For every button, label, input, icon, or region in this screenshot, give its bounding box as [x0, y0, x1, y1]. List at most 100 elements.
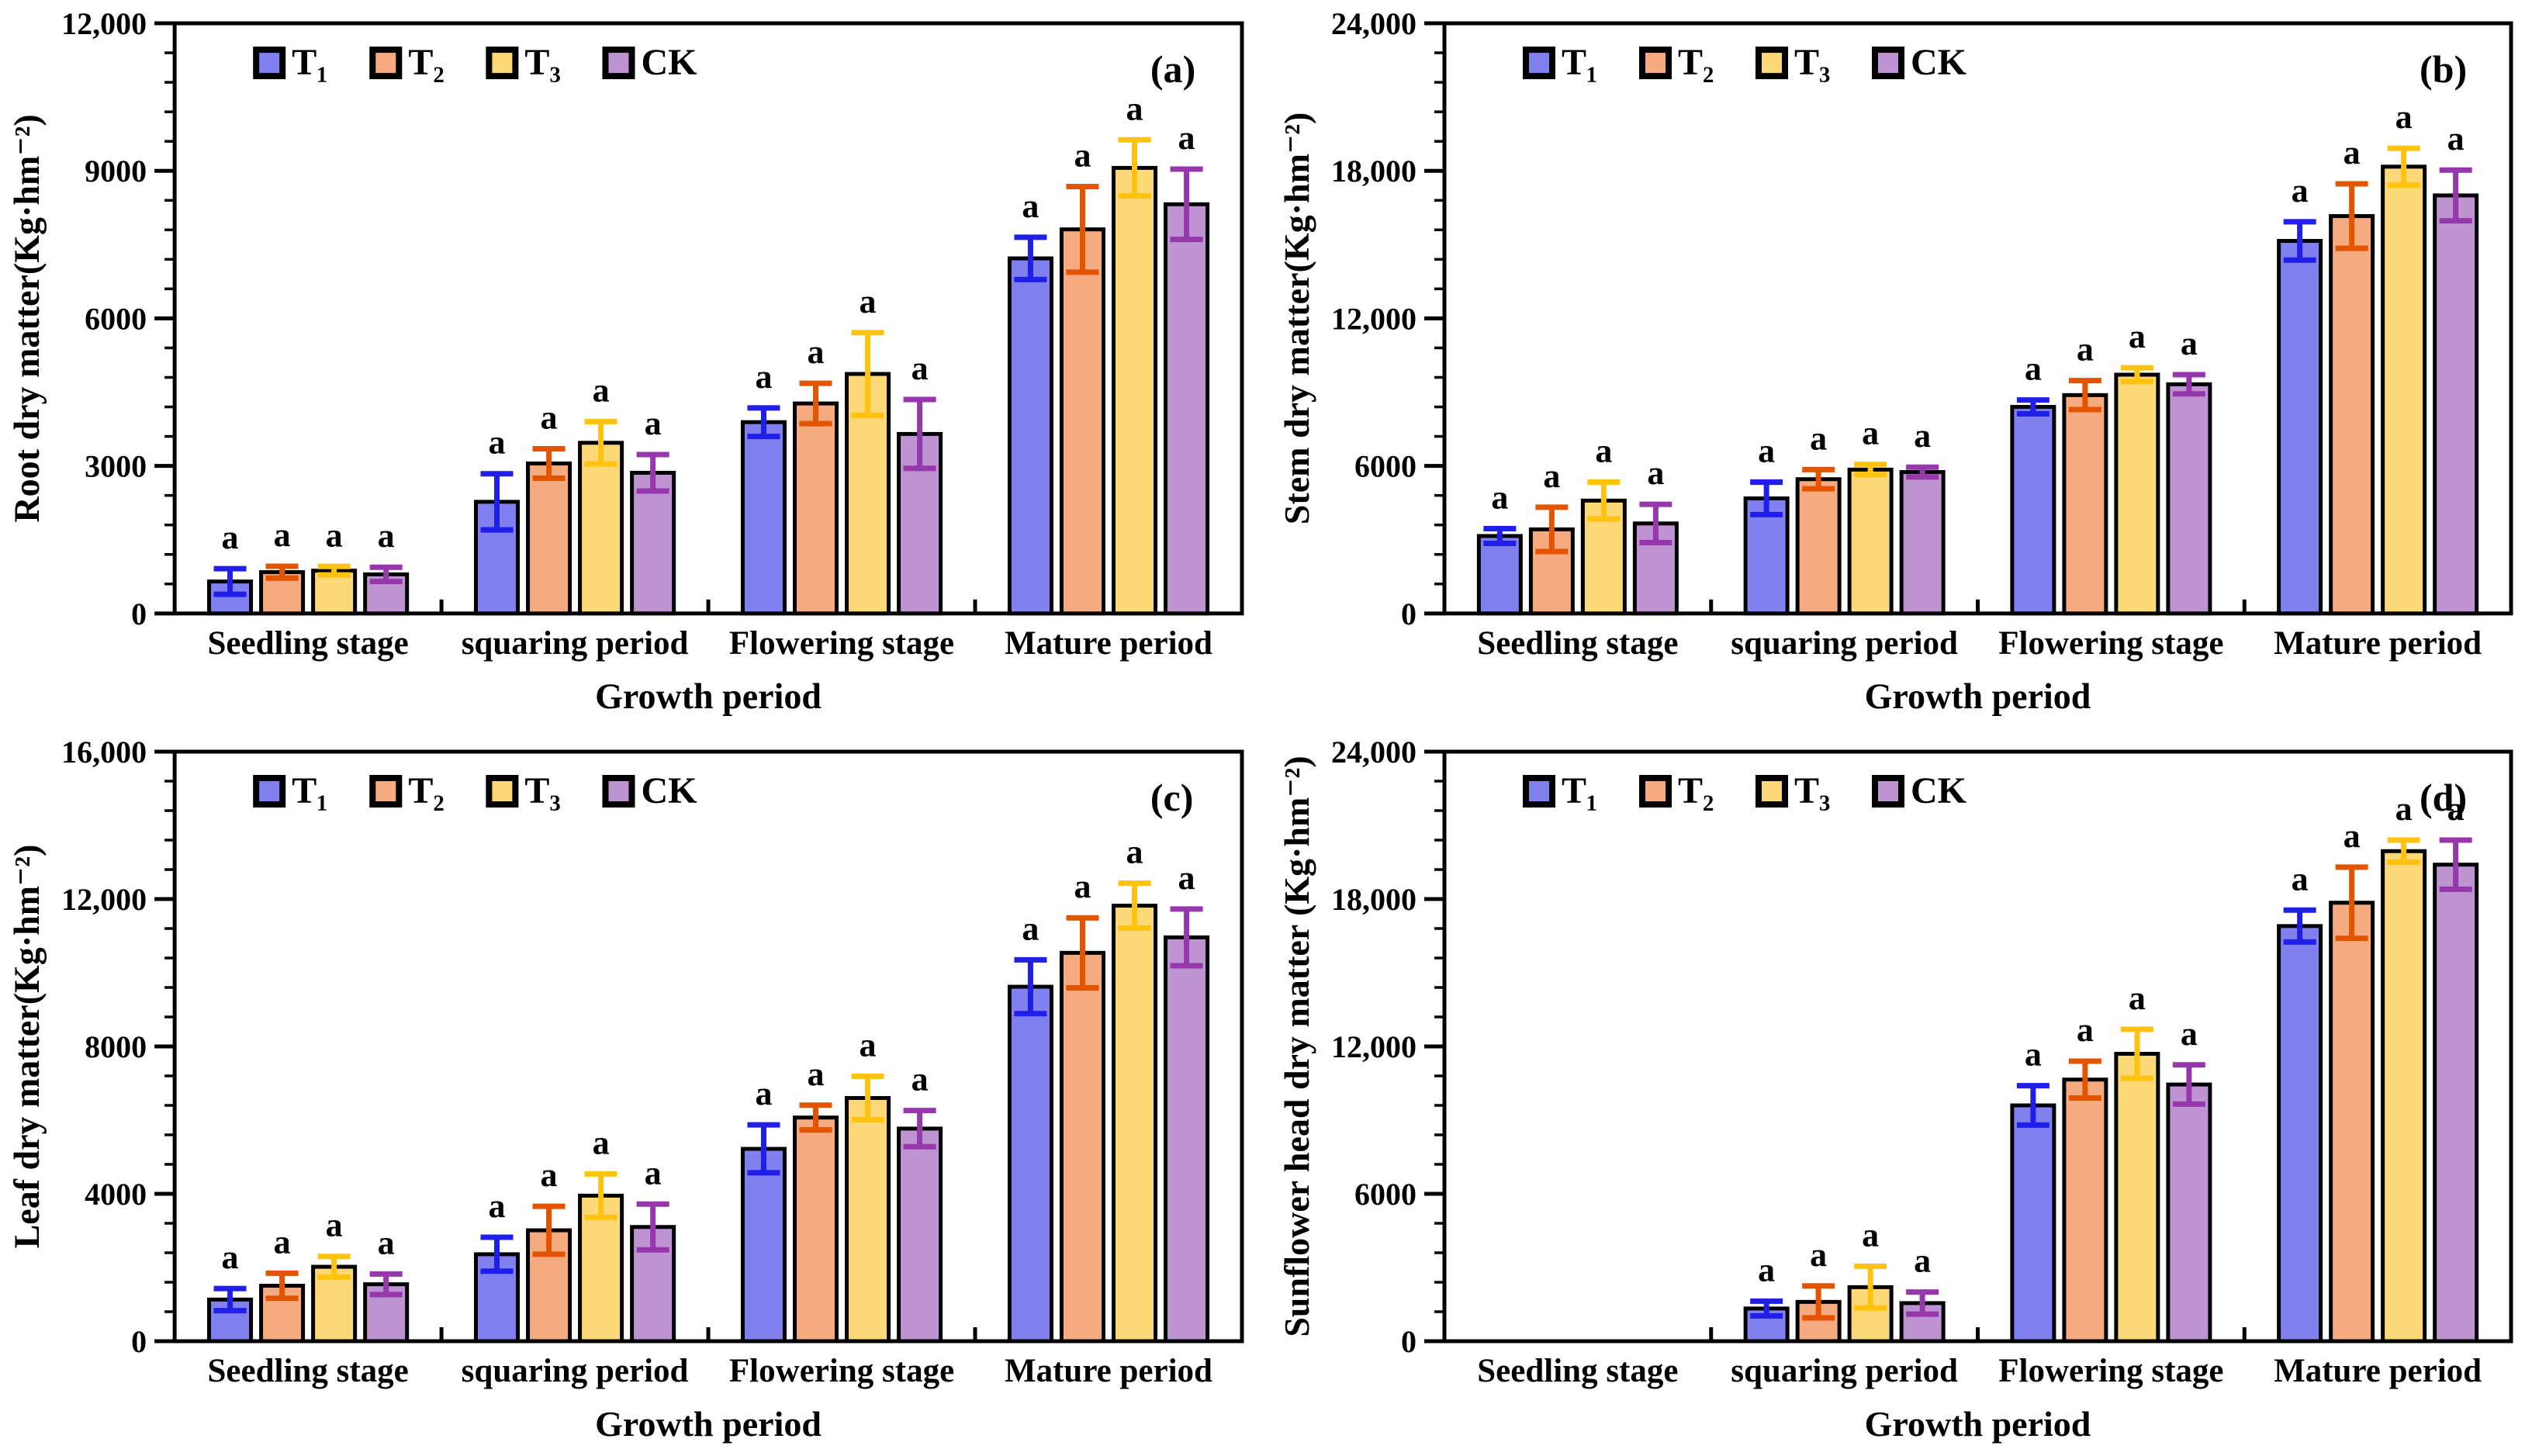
bar-CK-squaring period: [630, 471, 676, 616]
y-tick-label: 0: [131, 1324, 147, 1359]
x-category-label: Seedling stage: [207, 625, 408, 662]
legend-swatch-T₁: [253, 47, 286, 80]
significance-letter: a: [645, 1153, 662, 1191]
legend-label-T₁: T₁: [1562, 770, 1597, 811]
legend-swatch-T₃: [486, 47, 519, 80]
significance-letter: a: [1758, 1250, 1775, 1288]
x-axis-title: Growth period: [1865, 1404, 2091, 1444]
panel-letter: (c): [1150, 776, 1194, 819]
significance-letter: a: [755, 358, 772, 396]
x-category-label: Mature period: [1005, 625, 1212, 662]
bar-T₁-Flowering stage: [740, 420, 787, 616]
bar-T₃-Flowering stage: [2114, 1052, 2160, 1344]
significance-letter: a: [1595, 432, 1612, 470]
x-axis-title: Growth period: [595, 1404, 822, 1444]
bar-T₃-squaring period: [1847, 467, 1894, 616]
significance-letter: a: [2344, 817, 2361, 855]
y-tick-label: 18,000: [1331, 882, 1417, 917]
significance-letter: a: [274, 1223, 291, 1261]
legend-swatch-T₂: [369, 47, 403, 80]
bar-CK-Flowering stage: [2166, 1082, 2212, 1344]
significance-letter: a: [1914, 417, 1931, 455]
legend-swatch-T₂: [369, 775, 403, 808]
y-axis-title: Root dry matter(Kg·hm⁻²): [7, 114, 47, 522]
significance-letter: a: [1758, 432, 1775, 470]
legend-label-T₃: T₃: [1794, 42, 1830, 83]
significance-letter: a: [1543, 457, 1560, 495]
bar-T₂-squaring period: [1795, 477, 1842, 616]
x-category-label: squaring period: [1731, 625, 1958, 662]
y-tick-label: 3000: [85, 449, 147, 484]
bar-CK-Flowering stage: [897, 1126, 943, 1344]
bar-T₁-squaring period: [1743, 496, 1790, 616]
significance-letter: a: [2025, 1036, 2042, 1074]
legend-swatch-T₁: [1523, 47, 1555, 80]
significance-letter: a: [2077, 1011, 2094, 1049]
legend-swatch-T₁: [253, 775, 286, 808]
legend-label-CK: CK: [642, 42, 697, 83]
legend-label-T₃: T₃: [524, 770, 560, 811]
significance-letter: a: [2395, 790, 2413, 828]
y-tick-label: 12,000: [1331, 1029, 1417, 1064]
panel-a: 0 3000 6000 9000 12,000 a a a a a a a a a a a a a a a a T₁ T₂ T…: [0, 0, 1270, 728]
bar-T₂-squaring period: [526, 461, 572, 616]
bar-T₃-Flowering stage: [845, 1096, 891, 1344]
bar-T₃-Mature period: [2381, 164, 2427, 616]
bar-CK-Mature period: [1164, 202, 1210, 616]
legend-label-T₁: T₁: [1562, 42, 1597, 83]
legend-swatch-CK: [602, 775, 635, 808]
significance-letter: a: [2129, 979, 2146, 1017]
y-tick-label: 12,000: [61, 882, 147, 917]
y-tick-label: 6000: [85, 301, 147, 336]
bar-T₂-Mature period: [1059, 950, 1105, 1344]
panel-d: 0 6000 12,000 18,000 24,000 a a a a a a a a a a a a T₁ T₂ T…: [1270, 728, 2539, 1456]
bar-T₁-Mature period: [2277, 924, 2323, 1344]
legend-label-T₁: T₁: [292, 42, 327, 83]
y-tick-label: 6000: [1354, 449, 1417, 484]
bar-T₁-Seedling stage: [1476, 534, 1523, 616]
x-category-label: squaring period: [462, 625, 689, 662]
x-category-label: Seedling stage: [207, 1353, 408, 1389]
significance-letter: a: [326, 516, 343, 554]
y-tick-label: 16,000: [61, 735, 147, 770]
bar-T₁-Mature period: [1007, 256, 1053, 616]
significance-letter: a: [326, 1206, 343, 1244]
panel-letter: (b): [2420, 47, 2467, 91]
bar-T₃-Mature period: [1112, 165, 1158, 616]
bar-T₂-Mature period: [2329, 214, 2375, 616]
significance-letter: a: [1074, 136, 1091, 174]
significance-letter: a: [1178, 859, 1195, 897]
legend-swatch-T₃: [486, 775, 519, 808]
bar-CK-Mature period: [1164, 935, 1210, 1344]
y-tick-label: 0: [1401, 597, 1417, 631]
panel-letter: (d): [2420, 776, 2467, 819]
bar-CK-Flowering stage: [2166, 382, 2212, 616]
bar-T₃-squaring period: [578, 441, 624, 616]
bar-T₁-Flowering stage: [2010, 405, 2056, 616]
legend-label-CK: CK: [1911, 42, 1967, 83]
y-tick-label: 12,000: [1331, 301, 1417, 336]
significance-letter: a: [489, 1187, 506, 1225]
legend-label-T₁: T₁: [292, 770, 327, 811]
significance-letter: a: [378, 517, 395, 555]
significance-letter: a: [222, 518, 239, 556]
x-category-label: Mature period: [1005, 1353, 1212, 1389]
bar-T₂-Flowering stage: [792, 401, 839, 616]
significance-letter: a: [808, 333, 825, 371]
x-category-label: Flowering stage: [729, 1353, 954, 1389]
bar-T₂-Flowering stage: [792, 1115, 839, 1344]
legend-label-T₂: T₂: [1678, 770, 1714, 811]
significance-letter: a: [2344, 133, 2361, 171]
bar-T₁-Mature period: [2277, 239, 2323, 616]
significance-letter: a: [541, 398, 558, 436]
x-category-label: squaring period: [462, 1353, 689, 1389]
significance-letter: a: [2447, 790, 2465, 828]
significance-letter: a: [2181, 1015, 2198, 1053]
legend-label-CK: CK: [642, 770, 697, 811]
significance-letter: a: [378, 1223, 395, 1261]
legend-label-T₃: T₃: [1794, 770, 1830, 811]
